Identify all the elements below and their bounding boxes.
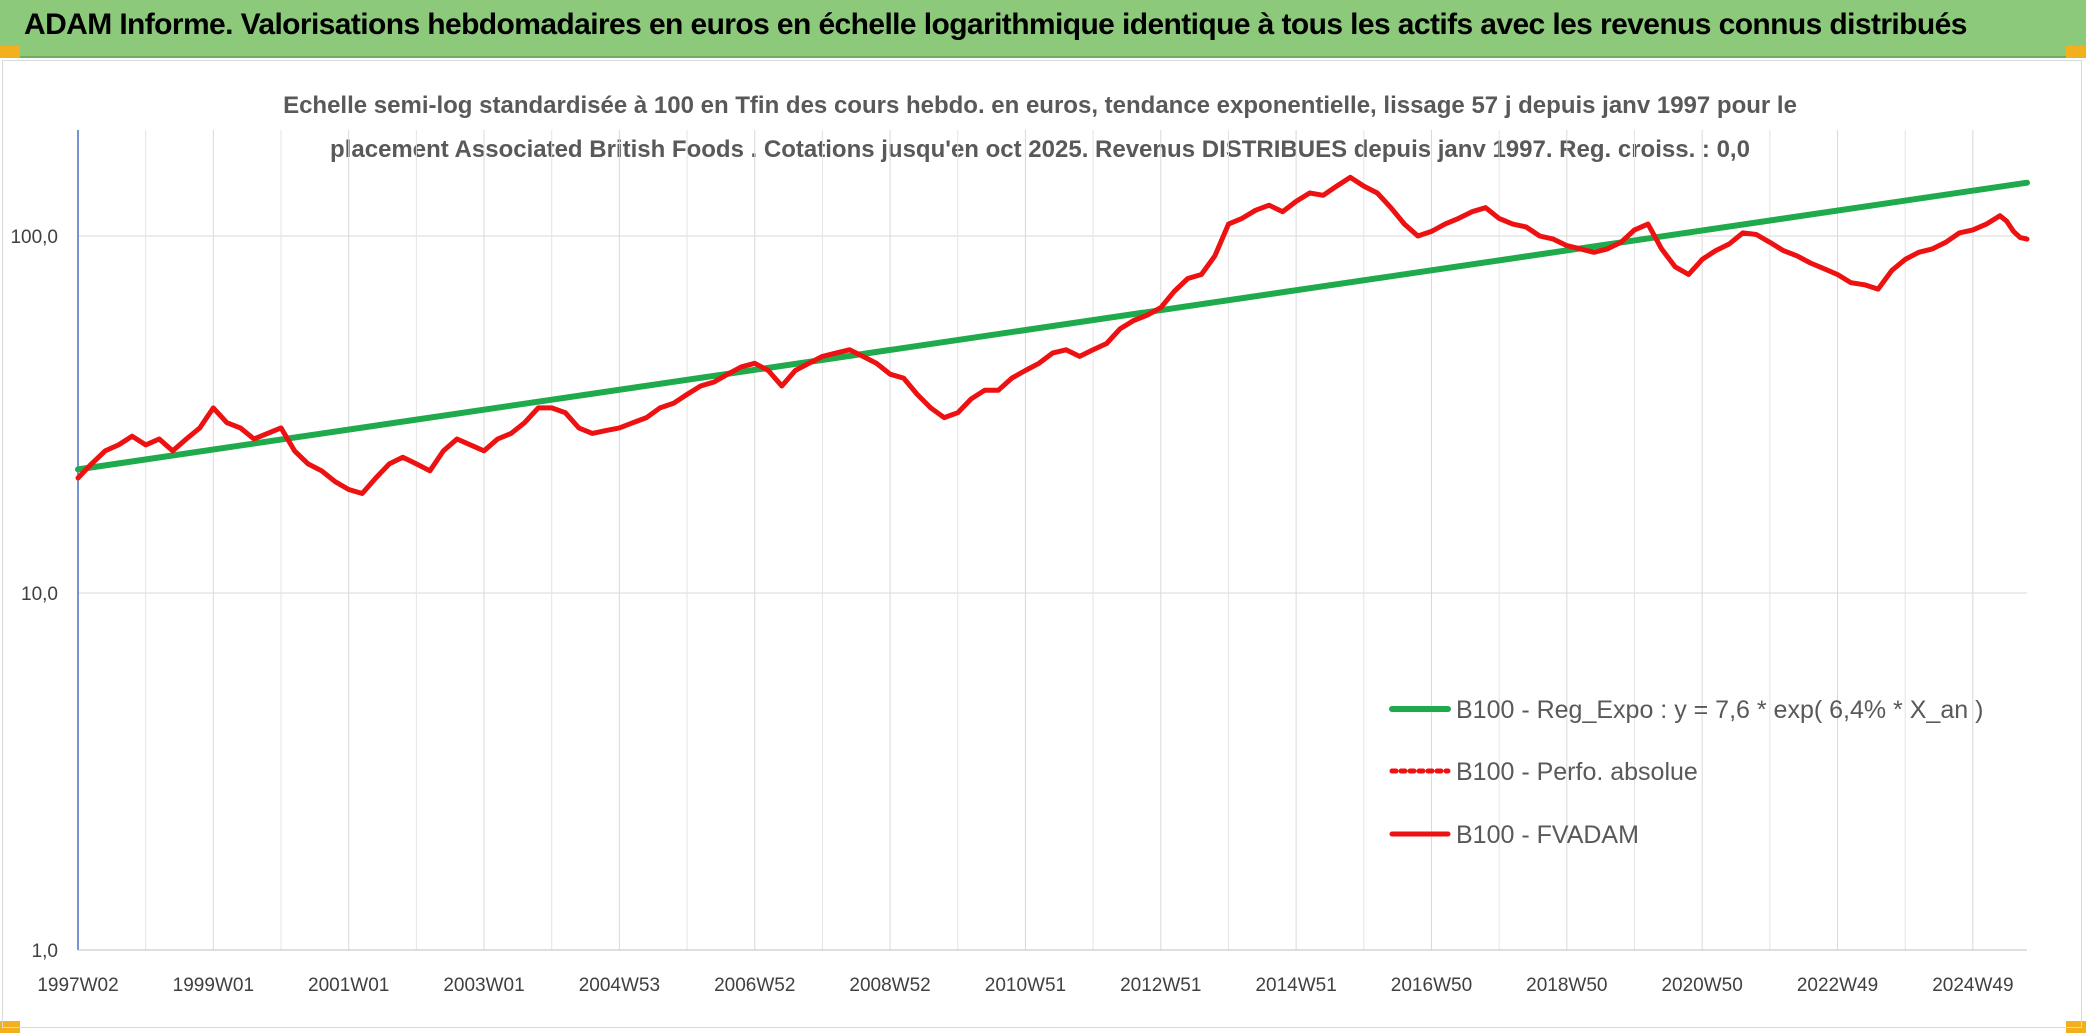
chart-title-line-2: placement Associated British Foods . Cot… (330, 136, 1750, 163)
x-tick-label: 2008W52 (849, 975, 930, 996)
x-tick-label: 2010W51 (985, 975, 1066, 996)
x-tick-label: 2020W50 (1661, 975, 1742, 996)
chart-frame (2, 60, 2082, 1028)
axes: 1,0 10,0 100,0 1997W02 1999W01 2001W01 2003W01… (10, 130, 2027, 996)
x-tick-label: 2012W51 (1120, 975, 1201, 996)
banner-title: ADAM Informe. Valorisations hebdomadaire… (24, 8, 1967, 41)
corner-marker (0, 46, 20, 58)
legend: B100 - Reg_Expo : y = 7,6 * exp( 6,4% * … (1389, 696, 1983, 849)
x-tick-label: 2024W49 (1932, 975, 2013, 996)
chart-title: Echelle semi-log standardisée à 100 en T… (283, 92, 1797, 163)
x-tick-label: 2004W53 (579, 975, 660, 996)
x-tick-label: 2006W52 (714, 975, 795, 996)
grid-lines (77, 130, 2027, 951)
corner-marker (2066, 46, 2086, 58)
chart-title-line-1: Echelle semi-log standardisée à 100 en T… (283, 92, 1797, 119)
x-tick-label: 2022W49 (1797, 975, 1878, 996)
legend-label-2: B100 - FVADAM (1456, 821, 1639, 849)
series-line-2 (75, 174, 2030, 496)
y-tick-label: 1,0 (32, 941, 58, 962)
x-tick-label: 2018W50 (1526, 975, 1607, 996)
x-tick-label: 1997W02 (37, 975, 118, 996)
y-tick-label: 100,0 (10, 227, 58, 248)
x-tick-label: 2014W51 (1255, 975, 1336, 996)
x-tick-label: 2001W01 (308, 975, 389, 996)
x-tick-label: 1999W01 (173, 975, 254, 996)
legend-label-1: B100 - Perfo. absolue (1456, 758, 1698, 786)
x-tick-label: 2016W50 (1391, 975, 1472, 996)
series-line-0 (75, 179, 2030, 473)
legend-label-0: B100 - Reg_Expo : y = 7,6 * exp( 6,4% * … (1456, 696, 1983, 724)
series-lines (75, 174, 2030, 496)
title-banner: ADAM Informe. Valorisations hebdomadaire… (0, 0, 2086, 58)
y-tick-label: 10,0 (21, 584, 58, 605)
x-tick-label: 2003W01 (443, 975, 524, 996)
